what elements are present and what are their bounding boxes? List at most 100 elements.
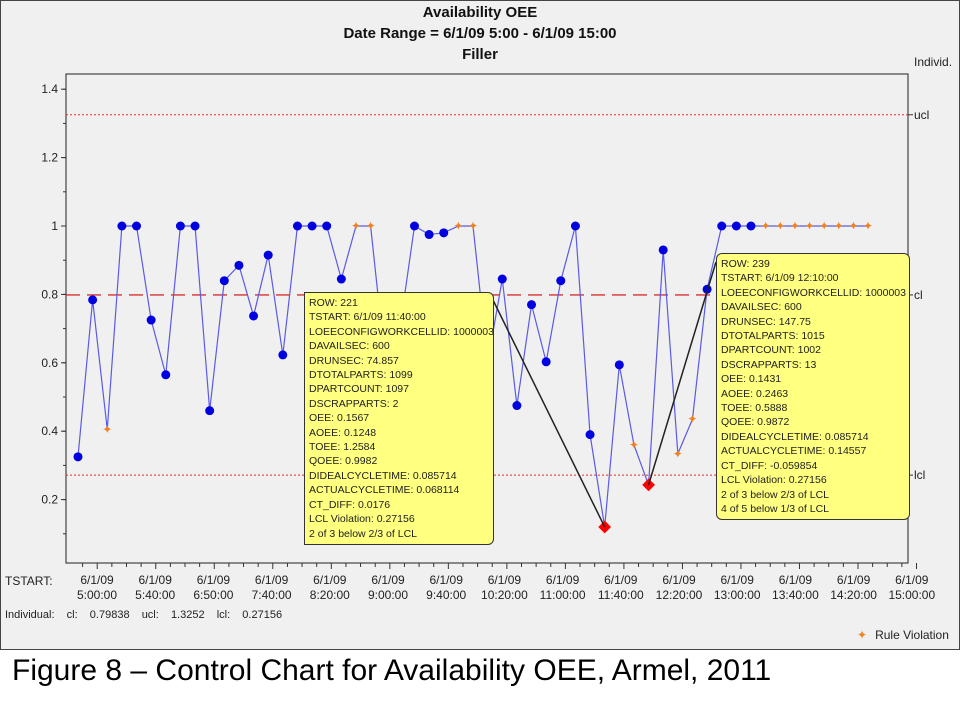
footer-cl-value: 0.79838: [89, 609, 130, 621]
x-tick-date: 6/1/09: [895, 573, 929, 587]
data-point: [146, 315, 156, 325]
data-point: [439, 228, 449, 238]
y-tick-label: 1.4: [41, 82, 58, 96]
x-tick-date: 6/1/09: [721, 573, 755, 587]
data-point: [132, 221, 142, 231]
x-tick-label: 6/1/09 9:00:00: [368, 573, 408, 602]
x-tick-label: 6/1/09 11:00:00: [540, 573, 586, 602]
x-tick-label: 6/1/09 13:40:00: [772, 573, 819, 602]
data-point: [497, 274, 507, 284]
x-tick-date: 6/1/09: [779, 573, 813, 587]
tooltip-connector: [491, 297, 606, 528]
data-point: [278, 350, 288, 360]
rule-violation-point: ✦: [761, 219, 771, 233]
tooltip-line: 2 of 3 below 2/3 of LCL: [721, 488, 829, 501]
x-tick-date: 6/1/09: [430, 573, 464, 587]
data-point: [658, 245, 668, 255]
x-tick-time: 11:00:00: [540, 588, 586, 602]
figure-caption: Figure 8 – Control Chart for Availabilit…: [12, 654, 772, 687]
x-tick-label: 6/1/09 12:20:00: [656, 573, 703, 602]
tooltip-line: QOEE: 0.9872: [721, 416, 790, 429]
data-point: [731, 221, 741, 231]
tooltip-line: LOEECONFIGWORKCELLID: 1000003: [309, 325, 494, 338]
data-point: [175, 221, 185, 231]
x-tick-date: 6/1/09: [255, 573, 289, 587]
x-tick-time: 12:20:00: [656, 588, 703, 602]
data-point: [73, 452, 83, 462]
y-tick-label: 1: [51, 219, 58, 233]
x-tick-time: 5:40:00: [135, 588, 175, 602]
x-axis-label: TSTART:: [5, 574, 53, 588]
control-limit-summary: Individual: cl: 0.79838 ucl: 1.3252 lcl:…: [5, 609, 282, 621]
x-tick-time: 14:20:00: [830, 588, 877, 602]
x-tick-label: 6/1/09 14:20:00: [830, 573, 877, 602]
rule-violation-point: ✦: [351, 219, 361, 233]
y-tick-label: 0.8: [41, 287, 58, 301]
x-tick-label: 6/1/09 9:40:00: [426, 573, 466, 602]
tooltip-line: DRUNSEC: 147.75: [721, 315, 811, 328]
x-tick-label: 6/1/09 11:40:00: [598, 573, 644, 602]
ucl-label: ucl: [914, 108, 929, 122]
x-tick-time: 6:50:00: [193, 588, 233, 602]
tooltip-line: DPARTCOUNT: 1097: [309, 383, 409, 396]
tooltip-line: DPARTCOUNT: 1002: [721, 344, 821, 357]
y-tick-label: 1.2: [41, 151, 58, 165]
right-axis-label: Individ.: [914, 55, 953, 69]
data-point: [307, 221, 317, 231]
data-point: [424, 230, 434, 240]
rule-violation-point: ✦: [790, 219, 800, 233]
data-point: [161, 370, 171, 380]
footer-lcl-value: 0.27156: [242, 609, 283, 621]
data-point: [746, 221, 756, 231]
data-point: [263, 250, 273, 260]
rule-violation-point: ✦: [804, 219, 814, 233]
legend-label: Rule Violation: [875, 628, 949, 642]
x-tick-time: 15:00:00: [888, 588, 935, 602]
y-tick-label: 0.4: [41, 424, 58, 438]
rule-violation-point: ✦: [629, 438, 639, 452]
x-tick-label: 6/1/09 5:00:00: [77, 573, 117, 602]
tooltip-line: QOEE: 0.9982: [309, 455, 378, 468]
rule-violation-point: ✦: [673, 447, 683, 461]
tooltip-line: DSCRAPPARTS: 2: [309, 397, 399, 410]
footer-ucl-value: 1.3252: [170, 609, 205, 621]
tooltip-line: DAVAILSEC: 600: [309, 340, 390, 353]
data-point: [234, 260, 244, 270]
x-tick-label: 6/1/09 15:00:00: [888, 573, 935, 602]
x-tick-label: 6/1/09 5:40:00: [135, 573, 175, 602]
x-tick-label: 6/1/09 13:00:00: [714, 573, 761, 602]
x-tick-date: 6/1/09: [488, 573, 522, 587]
footer-lcl-label: lcl:: [216, 609, 231, 621]
data-point: [249, 311, 259, 321]
footer-prefix: Individual:: [5, 609, 55, 621]
x-tick-date: 6/1/09: [604, 573, 638, 587]
tooltip-line: LCL Violation: 0.27156: [309, 513, 415, 526]
tooltip-line: DRUNSEC: 74.857: [309, 354, 399, 367]
data-point: [570, 221, 580, 231]
x-tick-time: 13:40:00: [772, 588, 819, 602]
rule-violation-marker-icon: ✦: [857, 628, 868, 642]
tooltip-line: TSTART: 6/1/09 11:40:00: [309, 311, 426, 324]
tooltip-line: ROW: 239: [721, 258, 770, 270]
rule-violation-point: ✦: [687, 412, 697, 426]
x-tick-date: 6/1/09: [837, 573, 871, 587]
tooltip-line: 2 of 3 below 2/3 of LCL: [309, 527, 417, 540]
x-tick-time: 9:00:00: [368, 588, 408, 602]
data-point: [717, 221, 727, 231]
rule-violation-point: ✦: [819, 219, 829, 233]
chart-subtitle: Date Range = 6/1/09 5:00 - 6/1/09 15:00: [343, 25, 617, 42]
data-point: [541, 357, 551, 367]
data-point: [117, 221, 127, 231]
data-point: [527, 300, 537, 310]
x-tick-date: 6/1/09: [546, 573, 580, 587]
x-tick-time: 11:40:00: [598, 588, 644, 602]
data-point: [190, 221, 200, 231]
x-tick-date: 6/1/09: [371, 573, 405, 587]
rule-violation-point: ✦: [468, 219, 478, 233]
tooltip-line: DTOTALPARTS: 1099: [309, 369, 413, 382]
data-point: [409, 221, 419, 231]
tooltip-line: TSTART: 6/1/09 12:10:00: [721, 272, 839, 285]
rule-violation-point: ✦: [102, 422, 112, 436]
tooltip-row-221: ROW: 221 TSTART: 6/1/09 11:40:00 LOEECONFI…: [304, 292, 494, 545]
chart-subtitle-filler: Filler: [462, 46, 498, 63]
